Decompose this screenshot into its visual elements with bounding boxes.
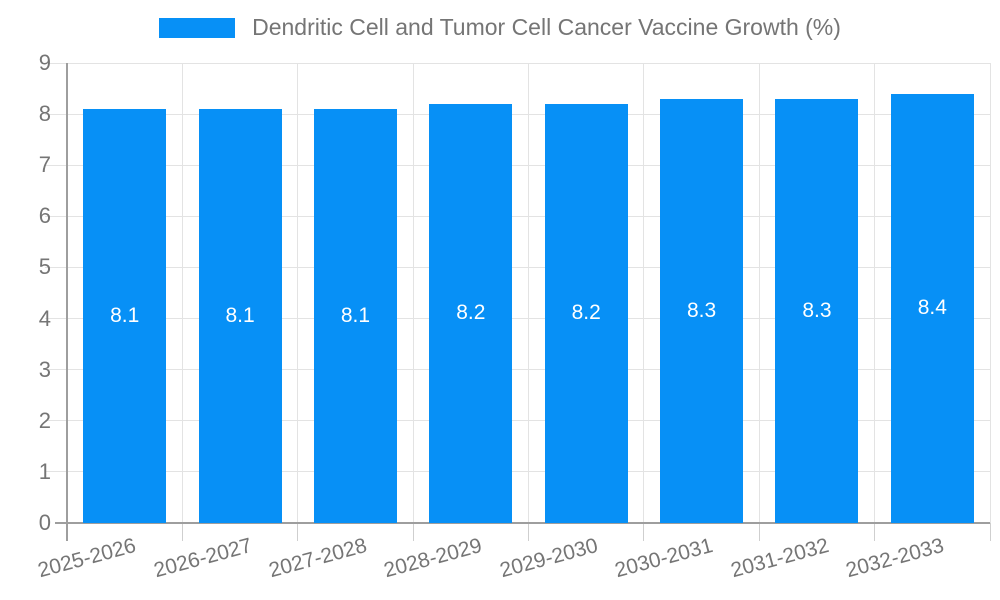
y-tick [45,471,67,473]
x-gridline [528,63,529,523]
bar[interactable] [313,109,397,523]
bar-value-label: 8.2 [571,301,601,325]
x-gridline [758,63,760,523]
y-axis-label: 2 [38,407,51,433]
bar-value-label: 8.2 [456,301,486,325]
y-axis-label: 5 [38,254,51,280]
x-gridline [181,63,183,523]
y-tick [45,420,67,422]
y-tick [45,266,67,268]
x-gridline [989,63,991,523]
x-axis-label: 2032-2033 [843,534,947,583]
y-tick [45,113,67,115]
x-axis-label: 2031-2032 [727,534,831,583]
bar-value-label: 8.3 [802,298,832,322]
y-axis-label: 8 [38,101,51,127]
bar-value-label: 8.1 [110,304,140,327]
y-tick [45,62,67,64]
bar-value-label: 8.4 [917,296,947,320]
x-tick [758,523,760,541]
bar[interactable] [544,103,628,523]
x-axis-line [55,522,990,524]
x-axis-label: 2030-2031 [612,534,716,583]
bar[interactable] [660,98,744,523]
x-axis-label: 2028-2029 [381,534,485,583]
y-axis-label: 1 [38,458,51,484]
x-gridline [412,63,414,523]
x-tick [412,523,414,541]
y-axis-line [66,63,68,541]
x-tick [989,523,991,541]
y-tick [45,369,67,371]
y-tick [45,164,67,166]
bar[interactable] [429,103,513,523]
x-axis-label: 2029-2030 [497,534,601,583]
bar-value-label: 8.1 [225,304,255,327]
x-axis-label: 2027-2028 [266,534,370,583]
bar[interactable] [890,93,974,523]
bar[interactable] [198,109,282,523]
x-tick [181,523,183,541]
x-gridline [297,63,299,523]
chart-title: Dendritic Cell and Tumor Cell Cancer Vac… [252,14,841,40]
chart-header: Dendritic Cell and Tumor Cell Cancer Vac… [0,14,1000,41]
y-axis-label: 4 [38,305,51,331]
x-tick [874,523,876,541]
x-tick [528,523,529,541]
bar[interactable] [83,109,167,523]
y-tick [45,215,67,217]
x-tick [297,523,299,541]
x-axis-label: 2025-2026 [35,534,139,583]
x-gridline [874,63,876,523]
y-axis-label: 3 [38,356,51,382]
bar-value-label: 8.3 [686,298,717,322]
x-tick [643,523,645,541]
x-axis-label: 2026-2027 [151,534,255,583]
y-axis-label: 7 [38,152,51,178]
x-gridline [643,63,645,523]
legend-swatch[interactable] [159,17,236,38]
y-axis-label: 6 [38,203,51,229]
bar[interactable] [775,98,859,523]
y-tick [45,318,67,320]
bar-value-label: 8.1 [340,304,371,327]
y-axis-label: 0 [38,510,51,535]
y-axis-label: 9 [38,50,51,75]
